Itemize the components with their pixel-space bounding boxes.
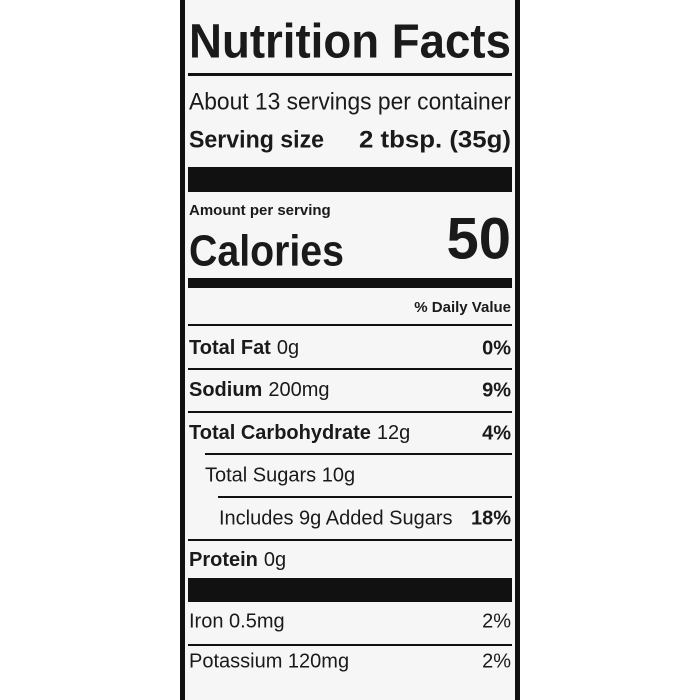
daily-value: 2%: [482, 650, 511, 672]
daily-value: 18%: [471, 507, 511, 529]
nutrient-amount: 0g: [277, 337, 299, 359]
nutrient-name: Protein: [189, 549, 258, 571]
rule: [218, 496, 512, 498]
daily-value-header: % Daily Value: [414, 299, 511, 316]
nutrient-amount: 0g: [264, 549, 286, 571]
calories-label: Calories: [189, 227, 344, 276]
rule: [205, 453, 512, 455]
nutrient: Iron 0.5mg: [189, 610, 285, 632]
nutrient-name: Total Carbohydrate: [189, 422, 371, 444]
calories-value: 50: [446, 206, 511, 271]
nutrient: Sodium 200mg: [189, 379, 330, 401]
nutrient-name: Sodium: [189, 379, 262, 401]
rule: [188, 368, 512, 370]
amount-per-serving: Amount per serving: [189, 202, 331, 219]
rule: [188, 644, 512, 646]
label-edge: [180, 0, 185, 700]
rule: [188, 324, 512, 326]
daily-value: 4%: [482, 422, 511, 444]
thick-bar: [188, 578, 512, 602]
daily-value: 2%: [482, 610, 511, 632]
nutrient: Total Fat 0g: [189, 337, 299, 359]
nutrient: Includes 9g Added Sugars: [219, 507, 453, 529]
servings: About 13 servings per container: [189, 88, 511, 115]
serving-size-label: Serving size: [189, 126, 324, 153]
rule: [188, 539, 512, 541]
daily-value: 9%: [482, 379, 511, 401]
serving-size-value: 2 tbsp. (35g): [359, 126, 511, 153]
nutrient-name: Total Fat: [189, 337, 271, 359]
nutrient-amount: 12g: [377, 422, 410, 444]
title: Nutrition Facts: [189, 16, 511, 69]
rule: [188, 73, 512, 76]
nutrient: Potassium 120mg: [189, 650, 349, 672]
thick-bar: [188, 167, 512, 192]
nutrient-amount: 200mg: [268, 379, 329, 401]
nutrient: Total Sugars 10g: [205, 464, 355, 486]
nutrient: Protein 0g: [189, 549, 286, 571]
rule: [188, 411, 512, 413]
nutrient: Total Carbohydrate 12g: [189, 422, 410, 444]
daily-value: 0%: [482, 337, 511, 359]
medium-bar: [188, 278, 512, 288]
label-edge: [515, 0, 520, 700]
